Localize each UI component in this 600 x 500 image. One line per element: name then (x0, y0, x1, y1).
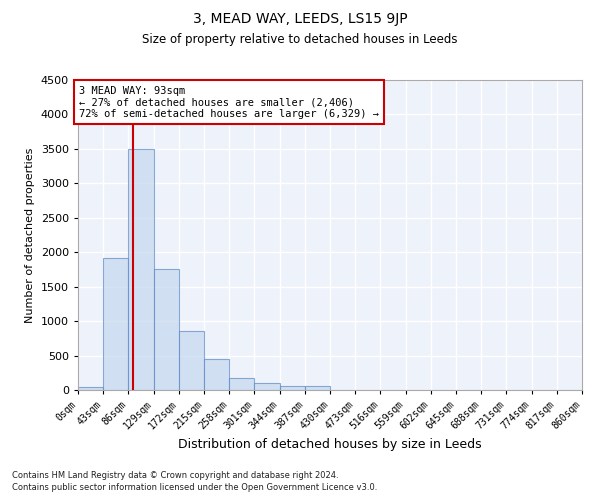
Bar (179, 332, 204, 390)
Bar (128, 149, 154, 390)
Text: 3, MEAD WAY, LEEDS, LS15 9JP: 3, MEAD WAY, LEEDS, LS15 9JP (193, 12, 407, 26)
Bar (254, 383, 280, 390)
Bar (78, 387, 103, 390)
Bar (204, 359, 229, 390)
X-axis label: Distribution of detached houses by size in Leeds: Distribution of detached houses by size … (178, 438, 482, 451)
Text: Size of property relative to detached houses in Leeds: Size of property relative to detached ho… (142, 32, 458, 46)
Bar (305, 386, 330, 390)
Bar (280, 386, 305, 390)
Y-axis label: Number of detached properties: Number of detached properties (25, 148, 35, 322)
Bar (103, 258, 128, 390)
Text: Contains public sector information licensed under the Open Government Licence v3: Contains public sector information licen… (12, 484, 377, 492)
Text: Contains HM Land Registry data © Crown copyright and database right 2024.: Contains HM Land Registry data © Crown c… (12, 471, 338, 480)
Bar (154, 269, 179, 390)
Text: 3 MEAD WAY: 93sqm
← 27% of detached houses are smaller (2,406)
72% of semi-detac: 3 MEAD WAY: 93sqm ← 27% of detached hous… (79, 86, 379, 118)
Bar (229, 378, 254, 390)
